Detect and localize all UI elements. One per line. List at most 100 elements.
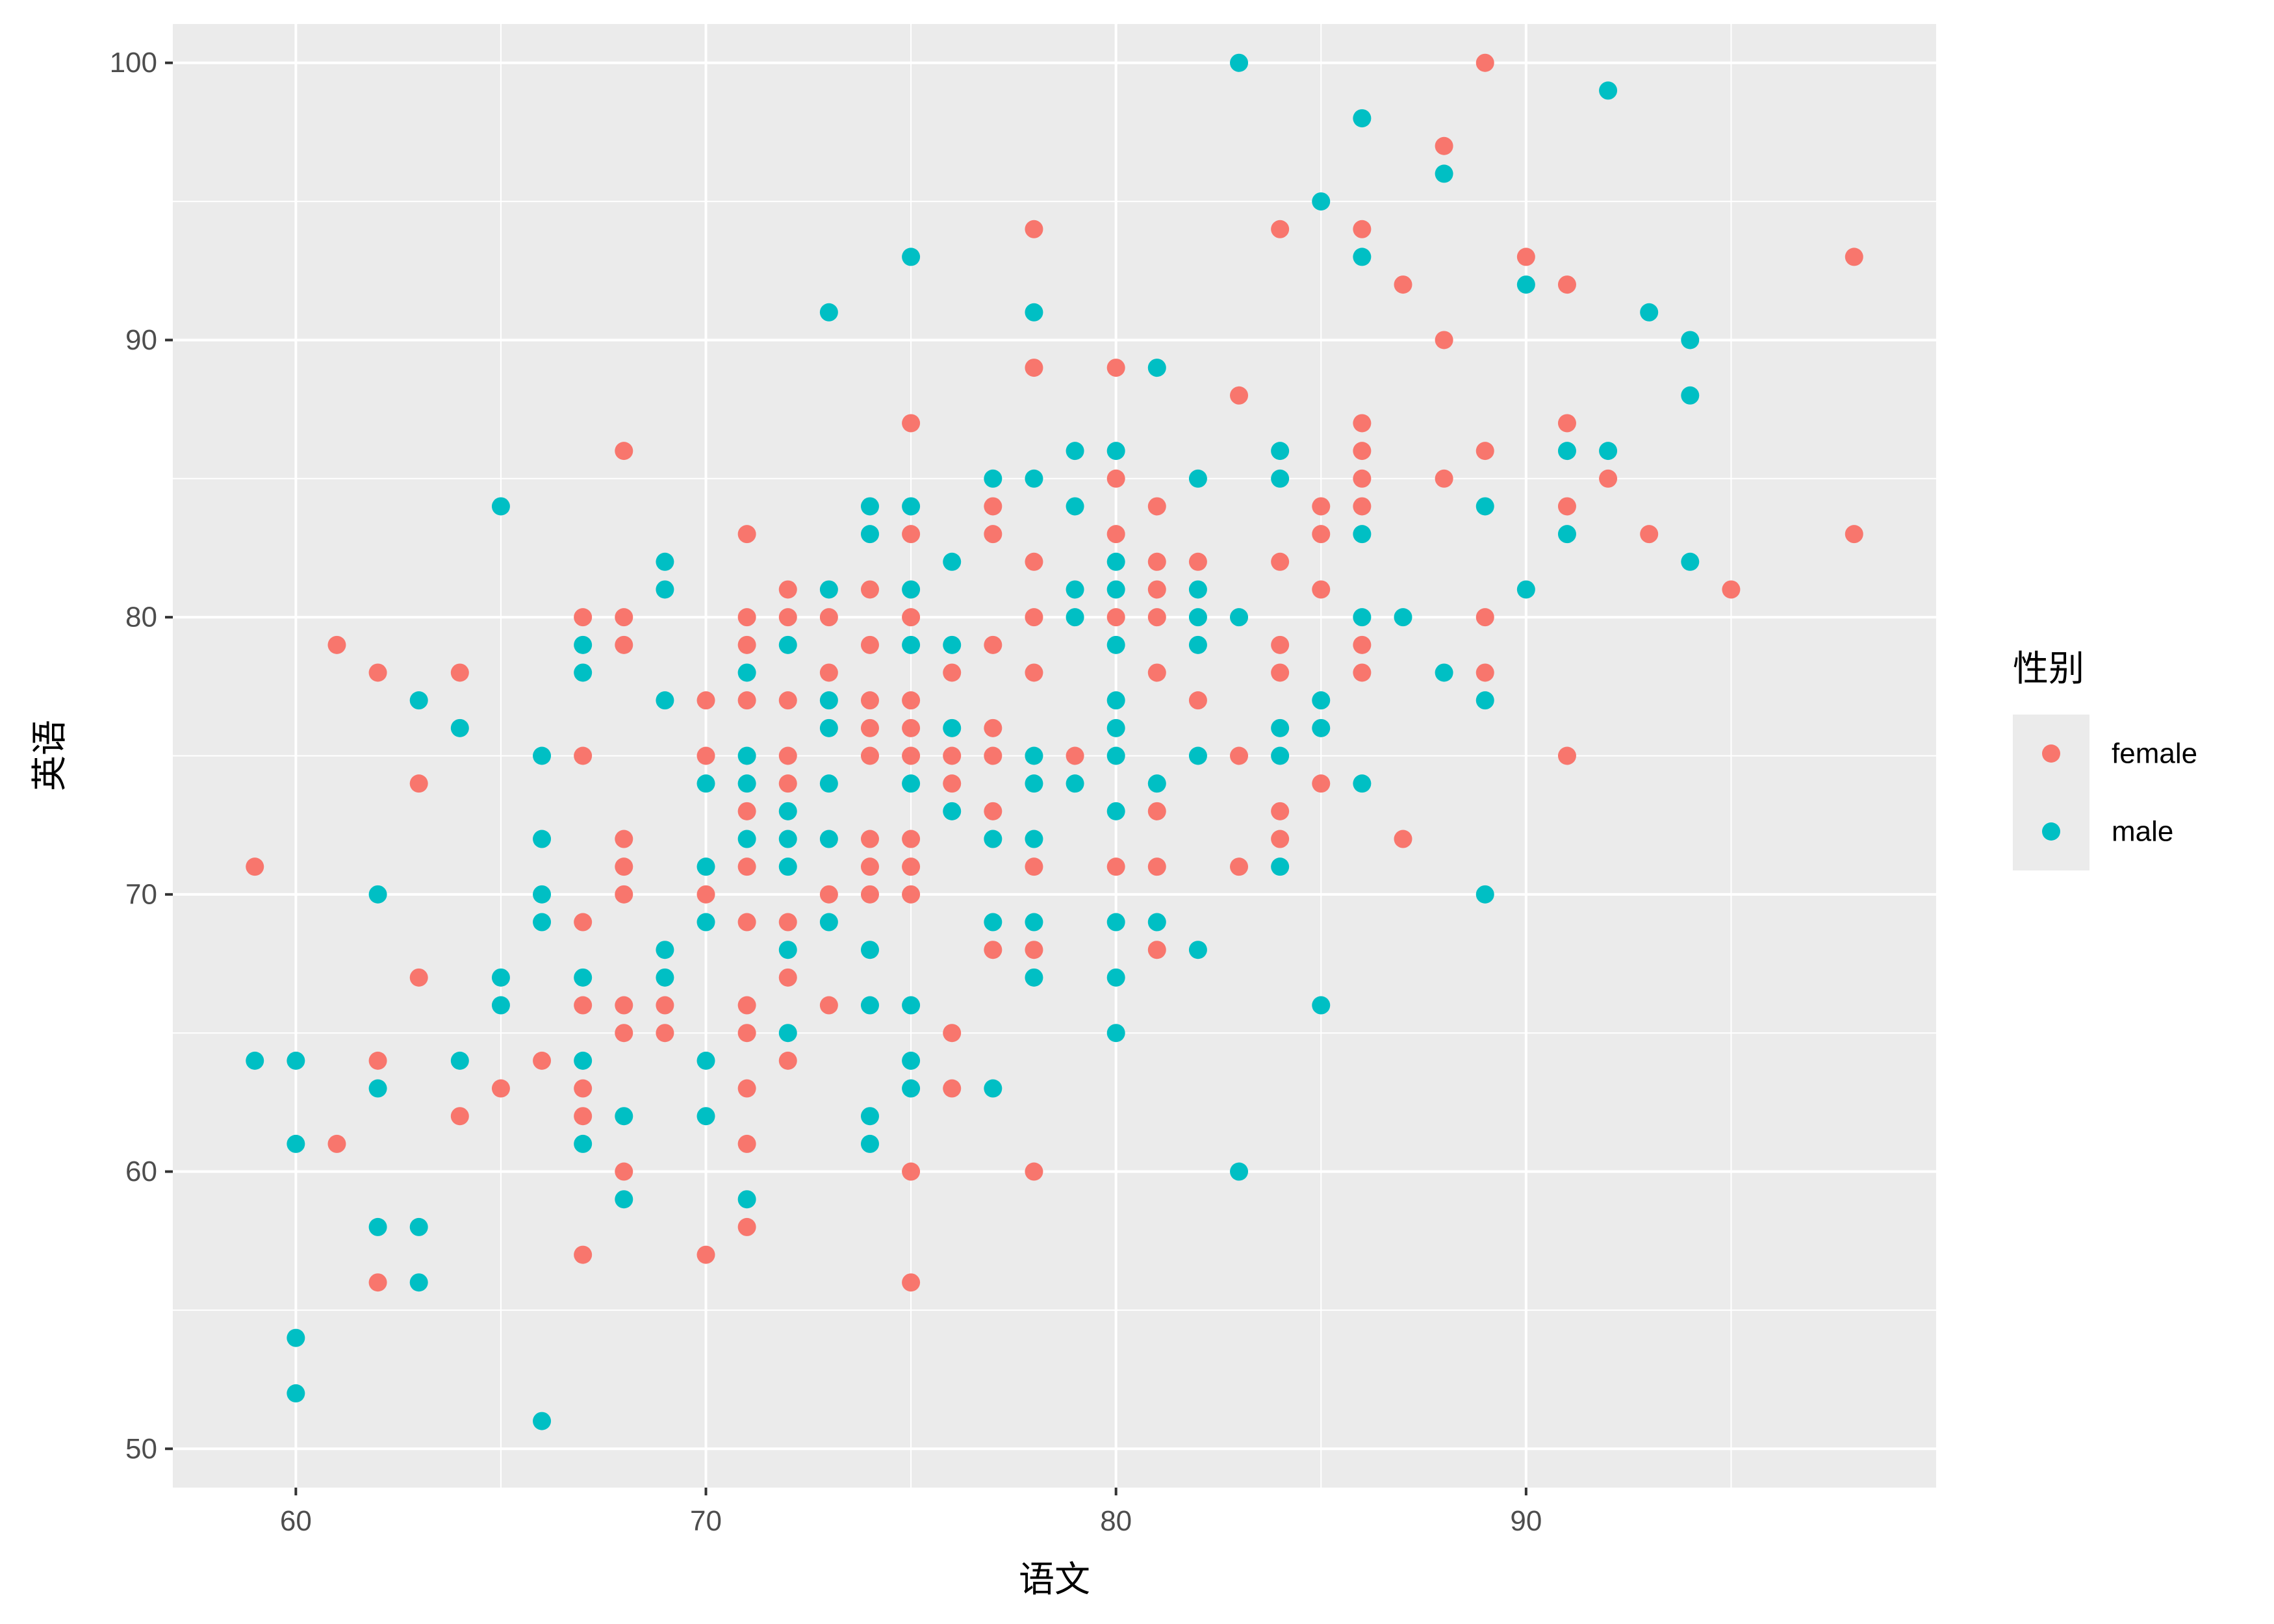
data-point-male	[656, 691, 674, 710]
data-point-female	[902, 718, 921, 737]
data-point-female	[1312, 774, 1331, 793]
data-point-male	[984, 830, 1003, 848]
data-point-female	[902, 608, 921, 627]
data-point-female	[1230, 857, 1249, 876]
data-point-female	[696, 691, 715, 710]
data-point-female	[984, 941, 1003, 959]
data-point-female	[615, 608, 633, 627]
y-tick-label: 100	[110, 47, 157, 79]
data-point-female	[984, 746, 1003, 765]
data-point-male	[1353, 109, 1372, 128]
data-point-female	[737, 1134, 756, 1153]
data-point-male	[1271, 442, 1290, 461]
data-point-female	[1353, 497, 1372, 516]
data-point-female	[1025, 220, 1043, 238]
data-point-female	[1147, 941, 1166, 959]
data-point-male	[778, 802, 797, 820]
data-point-male	[491, 996, 510, 1015]
data-point-female	[943, 663, 962, 682]
data-point-male	[656, 968, 674, 987]
data-point-male	[778, 1024, 797, 1043]
data-point-female	[902, 885, 921, 904]
data-point-male	[1106, 1024, 1125, 1043]
data-point-male	[615, 1107, 633, 1126]
data-point-male	[819, 580, 838, 599]
data-point-female	[1353, 414, 1372, 433]
data-point-female	[1025, 941, 1043, 959]
data-point-female	[778, 691, 797, 710]
data-point-female	[819, 608, 838, 627]
data-point-female	[860, 718, 879, 737]
data-point-male	[533, 746, 552, 765]
x-axis-ticks: 60 70 80 90	[280, 1488, 1542, 1537]
data-point-male	[860, 525, 879, 544]
data-point-female	[409, 774, 428, 793]
data-point-male	[943, 802, 962, 820]
data-point-female	[1025, 608, 1043, 627]
data-point-male	[902, 774, 921, 793]
data-point-male	[1025, 303, 1043, 322]
x-tick-label: 60	[280, 1505, 312, 1537]
data-point-male	[737, 774, 756, 793]
legend-key-female	[2042, 744, 2060, 763]
data-point-female	[1476, 663, 1494, 682]
data-point-male	[1516, 580, 1535, 599]
data-point-female	[943, 774, 962, 793]
data-point-female	[819, 663, 838, 682]
data-point-female	[1435, 331, 1453, 349]
data-point-male	[1188, 469, 1207, 488]
data-point-female	[615, 857, 633, 876]
data-point-male	[984, 469, 1003, 488]
data-point-male	[902, 497, 921, 516]
data-point-male	[1476, 885, 1494, 904]
data-point-male	[1025, 830, 1043, 848]
data-point-male	[696, 1051, 715, 1070]
data-point-female	[574, 913, 593, 932]
data-point-female	[450, 663, 469, 682]
data-point-male	[1066, 442, 1084, 461]
data-point-male	[1066, 774, 1084, 793]
data-point-male	[1025, 469, 1043, 488]
data-point-female	[1353, 663, 1372, 682]
data-point-female	[574, 608, 593, 627]
data-point-male	[696, 857, 715, 876]
data-point-male	[943, 552, 962, 571]
data-point-female	[778, 913, 797, 932]
data-point-male	[860, 1107, 879, 1126]
data-point-female	[1476, 53, 1494, 72]
data-point-male	[1353, 608, 1372, 627]
data-point-female	[778, 1051, 797, 1070]
data-point-male	[1106, 442, 1125, 461]
data-point-male	[574, 968, 593, 987]
data-point-female	[860, 691, 879, 710]
data-point-female	[1353, 220, 1372, 238]
data-point-male	[656, 552, 674, 571]
data-point-female	[533, 1051, 552, 1070]
data-point-female	[1147, 663, 1166, 682]
data-point-female	[1845, 247, 1863, 266]
data-point-female	[943, 1079, 962, 1098]
data-point-female	[615, 830, 633, 848]
data-point-male	[778, 857, 797, 876]
data-point-male	[696, 913, 715, 932]
data-point-female	[1147, 580, 1166, 599]
y-tick-label: 80	[125, 602, 157, 633]
data-point-male	[1312, 192, 1331, 211]
data-point-male	[1476, 691, 1494, 710]
data-point-female	[860, 885, 879, 904]
data-point-male	[1353, 774, 1372, 793]
minor-gridlines	[173, 24, 1936, 1488]
data-point-male	[819, 830, 838, 848]
data-point-female	[1106, 857, 1125, 876]
data-point-male	[1188, 608, 1207, 627]
data-point-male	[1066, 608, 1084, 627]
data-point-male	[574, 635, 593, 654]
y-tick-label: 70	[125, 878, 157, 910]
data-point-male	[943, 635, 962, 654]
data-point-male	[1681, 552, 1700, 571]
data-point-male	[1394, 608, 1412, 627]
data-point-female	[1147, 608, 1166, 627]
data-point-male	[1599, 442, 1618, 461]
data-point-male	[1188, 746, 1207, 765]
data-point-male	[287, 1134, 305, 1153]
